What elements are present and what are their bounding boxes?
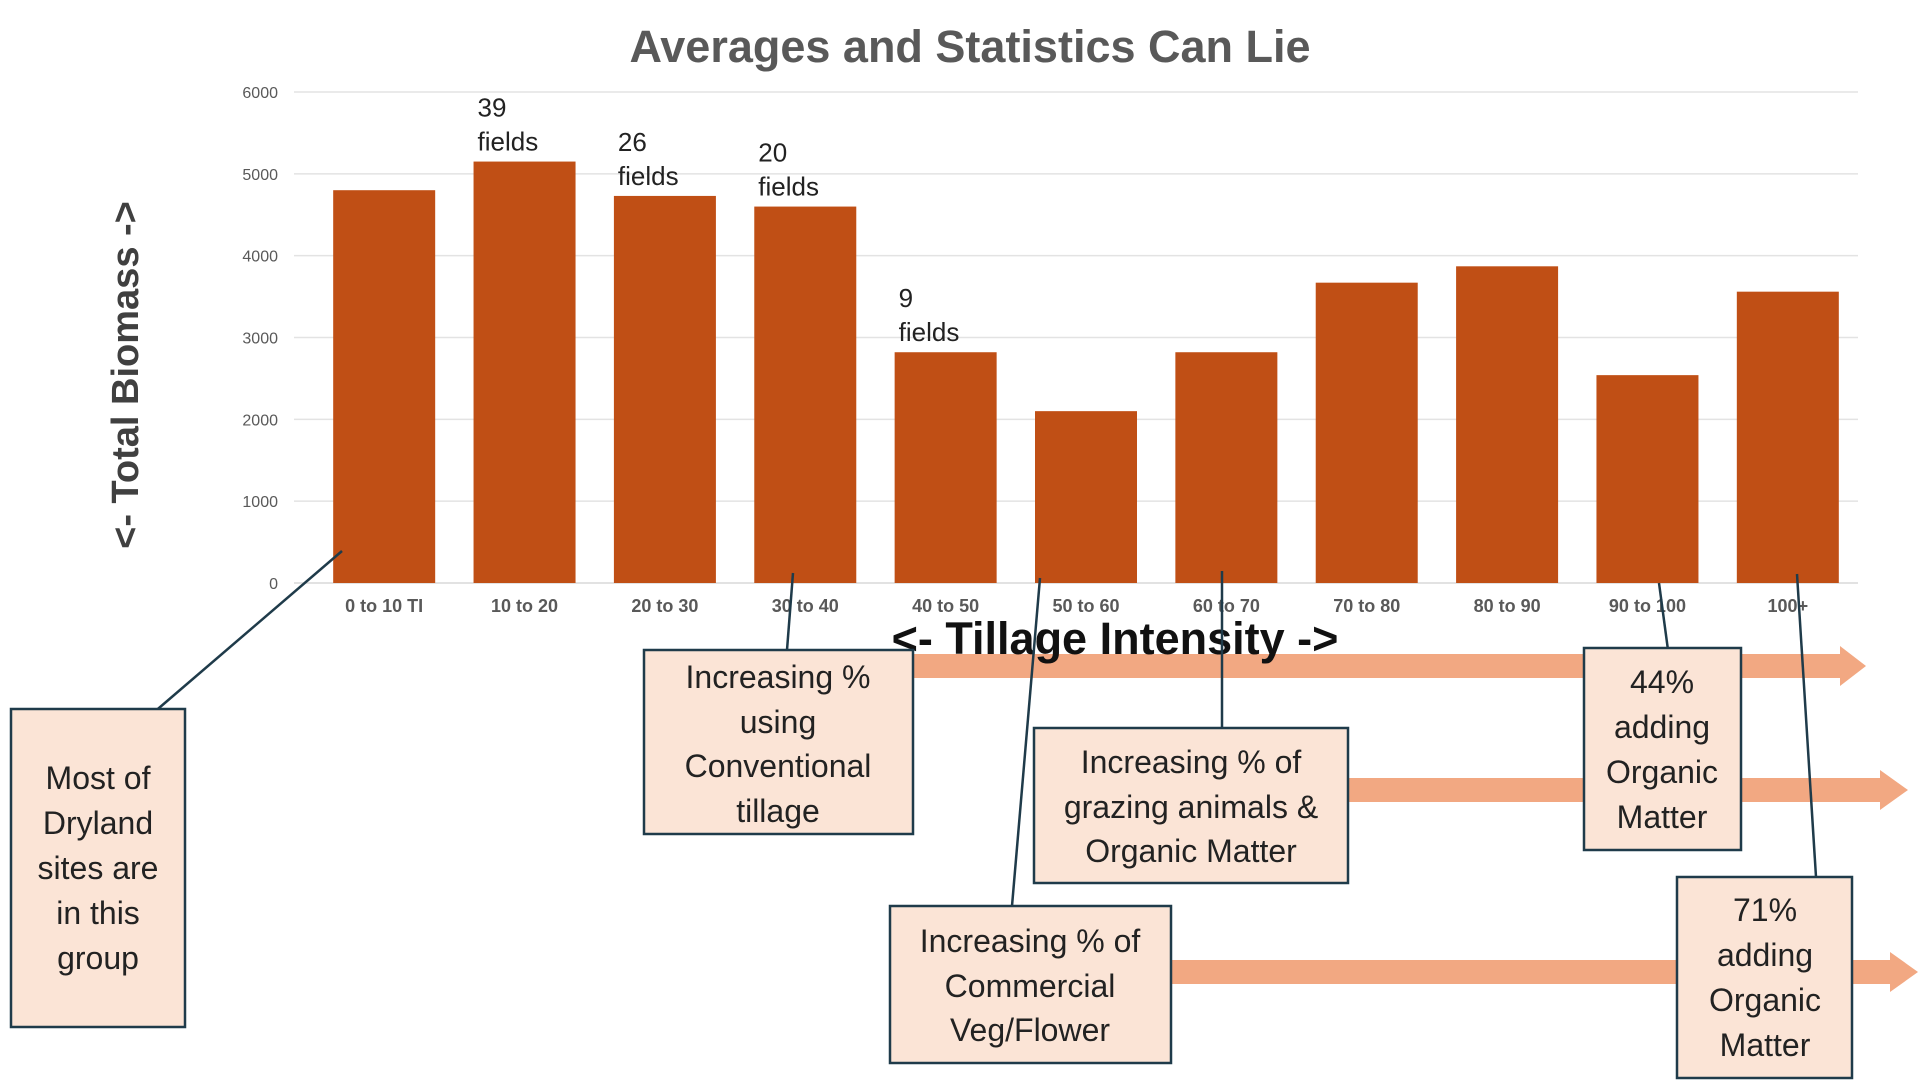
annotation-conventional-line: using bbox=[740, 704, 817, 740]
bar-count-unit: fields bbox=[618, 161, 679, 191]
annotation-dryland-line: Dryland bbox=[43, 805, 153, 841]
annotation-grazing-line: Organic Matter bbox=[1085, 833, 1297, 869]
annotation-dryland-line: sites are bbox=[38, 850, 159, 886]
annotation-om44-line: 44% bbox=[1630, 664, 1694, 700]
leader-commercial bbox=[1010, 577, 1042, 907]
annotation-grazing-line: grazing animals & bbox=[1064, 789, 1318, 825]
bar-count-labels: 39 fields 26 fields 20 fields 9 fields bbox=[478, 93, 960, 348]
bar-30-to-40 bbox=[754, 206, 857, 584]
x-tick-label: 30 to 40 bbox=[772, 596, 839, 616]
leader-om71 bbox=[1795, 573, 1818, 878]
leader-dryland bbox=[151, 550, 343, 715]
annotation-grazing: Increasing % of grazing animals & Organi… bbox=[1032, 726, 1350, 885]
bar-40-to-50 bbox=[894, 352, 997, 583]
annotation-om71-line: Organic bbox=[1709, 982, 1821, 1018]
annotation-dryland-line: in this bbox=[56, 895, 140, 931]
leader-conventional bbox=[785, 572, 795, 651]
bar-100 bbox=[1736, 291, 1839, 583]
bar-90-to-100 bbox=[1596, 375, 1699, 583]
bar-count-unit: fields bbox=[758, 172, 819, 202]
bar-count-value: 26 bbox=[618, 127, 647, 157]
annotation-conventional-line: Conventional bbox=[685, 748, 872, 784]
annotation-om44-line: Organic bbox=[1606, 754, 1718, 790]
leader-lines bbox=[151, 550, 1818, 907]
y-tick-label: 6000 bbox=[242, 85, 278, 102]
bars bbox=[333, 161, 1839, 584]
x-tick-label: 70 to 80 bbox=[1333, 596, 1400, 616]
x-tick-label: 90 to 100 bbox=[1609, 596, 1686, 616]
annotation-om71: 71% adding Organic Matter bbox=[1675, 875, 1854, 1080]
annotation-conventional-line: Increasing % bbox=[686, 659, 871, 695]
x-tick-label: 40 to 50 bbox=[912, 596, 979, 616]
annotation-conventional-line: tillage bbox=[736, 793, 820, 829]
chart-title: Averages and Statistics Can Lie bbox=[629, 21, 1310, 72]
x-tick-label: 10 to 20 bbox=[491, 596, 558, 616]
annotation-grazing-line: Increasing % of bbox=[1081, 744, 1302, 780]
bar-count-unit: fields bbox=[899, 317, 960, 347]
bar-20-to-30 bbox=[613, 195, 716, 583]
y-axis-ticks: 0 1000 2000 3000 4000 5000 6000 bbox=[242, 85, 278, 593]
y-tick-label: 0 bbox=[269, 576, 278, 593]
annotation-dryland-line: group bbox=[57, 940, 139, 976]
annotation-om44-line: Matter bbox=[1617, 799, 1708, 835]
bar-10-to-20 bbox=[473, 161, 576, 583]
x-tick-label: 0 to 10 TI bbox=[345, 596, 423, 616]
annotation-conventional: Increasing % using Conventional tillage bbox=[642, 648, 915, 836]
bar-80-to-90 bbox=[1456, 266, 1559, 583]
annotation-commercial-line: Increasing % of bbox=[920, 923, 1141, 959]
bar-count-unit: fields bbox=[478, 127, 539, 157]
bar-70-to-80 bbox=[1315, 282, 1418, 583]
x-axis-title: <- Tillage Intensity -> bbox=[892, 613, 1339, 664]
x-tick-label: 50 to 60 bbox=[1052, 596, 1119, 616]
leader-om44 bbox=[1657, 582, 1670, 651]
bar-count-value: 9 bbox=[899, 283, 913, 313]
annotation-dryland: Most of Dryland sites are in this group bbox=[9, 707, 187, 1029]
x-tick-label: 20 to 30 bbox=[631, 596, 698, 616]
annotation-dryland-line: Most of bbox=[46, 760, 151, 796]
bar-60-to-70 bbox=[1175, 352, 1278, 583]
y-tick-label: 3000 bbox=[242, 331, 278, 348]
annotation-om44-line: adding bbox=[1614, 709, 1710, 745]
x-tick-label: 80 to 90 bbox=[1474, 596, 1541, 616]
annotation-commercial-line: Commercial bbox=[945, 968, 1116, 1004]
y-tick-label: 1000 bbox=[242, 494, 278, 511]
x-tick-label: 60 to 70 bbox=[1193, 596, 1260, 616]
y-tick-label: 5000 bbox=[242, 167, 278, 184]
x-tick-label: 100+ bbox=[1768, 596, 1809, 616]
y-axis-title: <- Total Biomass -> bbox=[105, 201, 147, 549]
bar-50-to-60 bbox=[1035, 411, 1137, 583]
bar-0-to-10-ti bbox=[333, 190, 436, 583]
bar-count-value: 39 bbox=[478, 93, 507, 123]
bar-count-value: 20 bbox=[758, 138, 787, 168]
y-tick-label: 4000 bbox=[242, 249, 278, 266]
y-tick-label: 2000 bbox=[242, 412, 278, 429]
annotation-om71-line: 71% bbox=[1733, 892, 1797, 928]
annotation-om71-line: Matter bbox=[1720, 1027, 1811, 1063]
annotation-commercial-line: Veg/Flower bbox=[950, 1012, 1110, 1048]
annotation-om71-line: adding bbox=[1717, 937, 1813, 973]
annotation-om44: 44% adding Organic Matter bbox=[1582, 646, 1743, 852]
annotation-commercial: Increasing % of Commercial Veg/Flower bbox=[888, 904, 1173, 1065]
